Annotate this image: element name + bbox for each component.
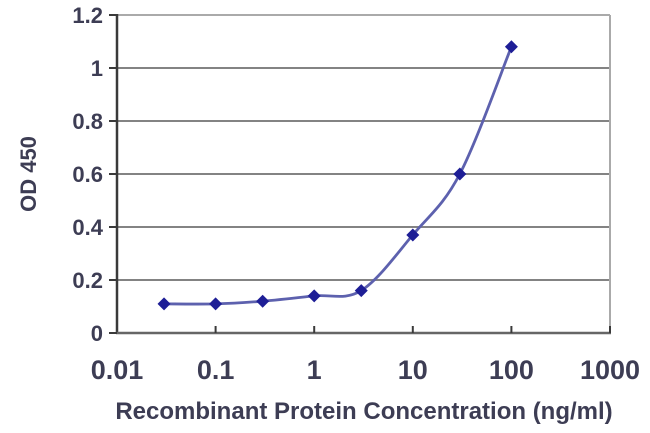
y-tick-label: 1 bbox=[91, 56, 103, 81]
axis-ticks bbox=[109, 14, 611, 334]
x-tick-label: 0.1 bbox=[197, 355, 235, 385]
data-point-marker bbox=[209, 297, 223, 311]
y-tick-label: 0.2 bbox=[72, 268, 103, 293]
y-axis-title: OD 450 bbox=[16, 136, 41, 212]
x-tick-label: 1 bbox=[307, 355, 322, 385]
gridlines bbox=[115, 14, 611, 335]
y-tick-label: 1.2 bbox=[72, 3, 103, 28]
data-point-marker bbox=[307, 289, 321, 303]
data-point-marker bbox=[256, 294, 270, 308]
data-point-marker bbox=[453, 167, 467, 181]
data-series bbox=[157, 40, 518, 311]
x-axis-title: Recombinant Protein Concentration (ng/ml… bbox=[115, 398, 612, 425]
y-tick-label: 0 bbox=[91, 321, 103, 346]
x-tick-label: 1000 bbox=[580, 355, 640, 385]
x-tick-label: 0.01 bbox=[91, 355, 144, 385]
data-point-marker bbox=[354, 284, 368, 298]
data-point-marker bbox=[157, 297, 171, 311]
x-tick-label: 10 bbox=[398, 355, 428, 385]
data-point-marker bbox=[504, 40, 518, 54]
y-tick-label: 0.8 bbox=[72, 109, 103, 134]
y-tick-label: 0.6 bbox=[72, 162, 103, 187]
axis-tick-labels: 0 0.2 0.4 0.6 0.8 1 1.2 0.01 0.1 1 10 100 1000 bbox=[72, 3, 640, 385]
x-tick-label: 100 bbox=[489, 355, 534, 385]
y-tick-label: 0.4 bbox=[72, 215, 103, 240]
data-point-marker bbox=[406, 228, 420, 242]
